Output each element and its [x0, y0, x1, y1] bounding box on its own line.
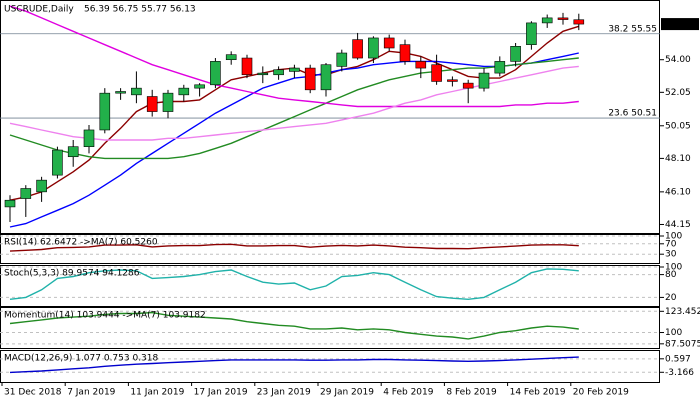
candle-body [510, 46, 521, 62]
y-tick-label: 87.5075 [665, 339, 700, 349]
indicator-line [9, 311, 579, 340]
y-tick-label: 52.05 [665, 88, 691, 98]
ohlc-label: 56.39 56.75 55.77 56.13 [84, 5, 196, 15]
x-tick-label: 20 Feb 2019 [573, 388, 629, 398]
candle-body [368, 37, 379, 59]
candle-body [146, 96, 158, 112]
candle-body [52, 149, 63, 176]
x-tick-label: 29 Jan 2019 [320, 388, 374, 398]
pane-frame [0, 265, 660, 307]
fib-label: 38.2 55.55 [608, 24, 657, 34]
candle-body [241, 57, 253, 76]
candle-body [99, 92, 111, 131]
x-tick-label: 7 Jan 2019 [67, 388, 115, 398]
candle-body [573, 19, 585, 25]
pane-title: RSI(14) 62.6472 ->MA(7) 60.5260 [4, 238, 158, 248]
candle-body [131, 87, 142, 96]
candle-body [20, 188, 32, 199]
pane-frame [0, 0, 660, 234]
y-tick-label: 44.15 [665, 220, 691, 230]
y-tick-label: 100 [665, 263, 682, 273]
candle-body [415, 61, 427, 69]
candle-body [210, 61, 221, 86]
candle-body [36, 179, 47, 193]
y-tick-label: 100 [665, 328, 682, 338]
x-tick-label: 8 Feb 2019 [446, 388, 497, 398]
candle-body [399, 44, 411, 62]
indicator-line [9, 5, 579, 108]
candle-body [162, 92, 174, 112]
x-tick-label: 4 Feb 2019 [383, 388, 434, 398]
candle-body [4, 199, 16, 208]
y-tick-label: 46.10 [665, 187, 691, 197]
candle-body [273, 69, 284, 76]
chart-title: USCRUDE,Daily [4, 5, 74, 15]
y-tick-label: 50.05 [665, 121, 691, 131]
candle-body [462, 82, 474, 89]
x-tick-label: 11 Jan 2019 [130, 388, 184, 398]
candle-body [478, 72, 490, 89]
candle-body [115, 91, 126, 94]
candle-body [194, 84, 205, 89]
pane-frame [0, 307, 660, 349]
candle-body [352, 39, 363, 59]
candle-body [178, 87, 190, 96]
x-tick-label: 23 Jan 2019 [257, 388, 311, 398]
y-tick-label: 80 [665, 270, 677, 280]
candle-body [304, 67, 316, 91]
candle-body [557, 17, 569, 20]
candle-body [431, 64, 442, 82]
pane-title: Stoch(5,3,3) 89.9574 94.1286 [4, 269, 140, 279]
candle-body [289, 67, 300, 72]
y-tick-label: 100 [665, 232, 682, 242]
candle-body [257, 72, 269, 76]
last-price-box [661, 18, 699, 31]
indicator-line [9, 356, 579, 374]
x-tick-label: 14 Feb 2019 [510, 388, 566, 398]
candle-body [541, 17, 553, 24]
y-tick-label: 48.10 [665, 154, 691, 164]
last-price-label: 56.13 [664, 20, 690, 30]
candle-body [526, 22, 537, 45]
candle-body [447, 79, 458, 82]
pane-title: Momentum(14) 103.9444 ->MA(7) 103.9182 [4, 311, 206, 321]
candle-body [320, 64, 332, 91]
indicator-line [9, 243, 579, 252]
x-tick-label: 17 Jan 2019 [194, 388, 248, 398]
x-tick-label: 31 Dec 2018 [4, 388, 62, 398]
indicator-line [9, 268, 579, 301]
candle-body [225, 54, 237, 61]
y-tick-label: 70 [665, 239, 677, 249]
candle-body [336, 52, 348, 67]
y-tick-label: 30 [665, 250, 677, 260]
y-tick-label: 123.4525 [665, 307, 700, 317]
candle-body [383, 37, 395, 49]
y-tick-label: -3.166 [665, 368, 694, 378]
y-tick-label: 20 [665, 293, 677, 303]
pane-title: MACD(12,26,9) 1.077 0.753 0.318 [4, 354, 159, 364]
pane-frame [0, 350, 660, 383]
pane-frame [0, 234, 660, 264]
candle-body [83, 129, 95, 147]
fib-label: 23.6 50.51 [608, 109, 657, 119]
y-tick-label: 54.00 [665, 55, 691, 65]
candle-body [67, 146, 79, 158]
y-tick-label: 0.597 [665, 354, 691, 364]
candle-body [494, 61, 506, 74]
